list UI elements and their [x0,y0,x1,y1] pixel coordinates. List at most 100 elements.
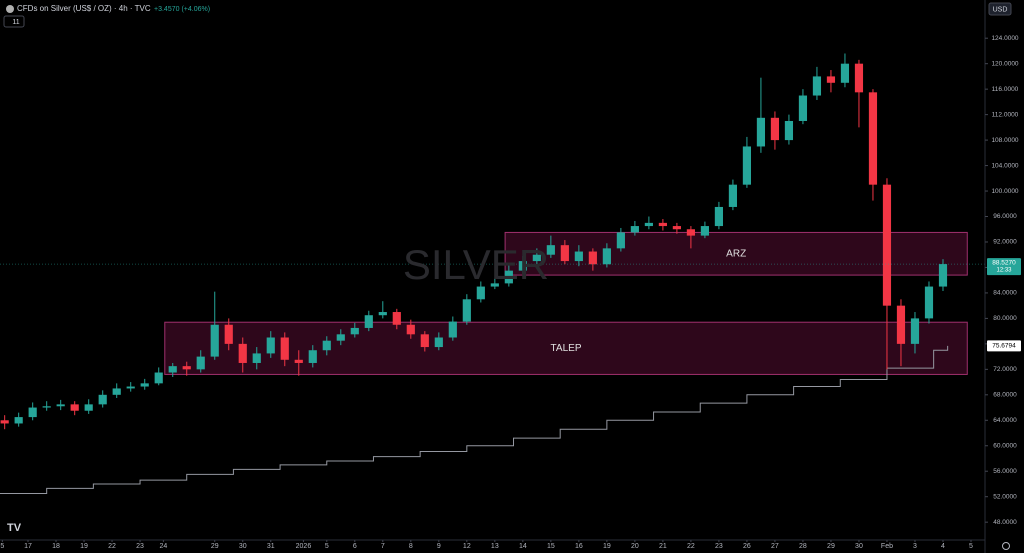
y-tick-label: 124.0000 [991,35,1018,42]
price-change: +3.4570 (+4.06%) [154,6,210,13]
x-tick-label: 23 [136,543,144,550]
y-tick-label: 100.0000 [991,188,1018,195]
x-tick-label: 13 [491,543,499,550]
candle-body [686,229,695,236]
candle-body [518,261,527,271]
candle-body [784,120,794,141]
candle-body [840,63,850,83]
x-tick-label: 31 [267,543,275,550]
candle-body [84,404,93,411]
last-price-box [987,258,1021,276]
candle-body [350,327,359,335]
chart-title: CFDs on Silver (US$ / OZ) · 4h · TVC [17,4,151,13]
settings-icon[interactable] [1002,542,1010,550]
x-tick-label: 3 [913,543,917,550]
x-tick-label: 30 [239,543,247,550]
x-tick-label: 23 [715,543,723,550]
y-tick-label: 56.0000 [993,468,1017,475]
indicator-count[interactable]: 11 [12,19,19,26]
x-tick-label: 5 [969,543,973,550]
x-tick-label: 9 [437,543,441,550]
candle-body [490,283,499,287]
y-tick-label: 96.0000 [993,213,1017,220]
x-tick-label: 26 [743,543,751,550]
candle-body [308,350,317,363]
candle-body [868,92,878,185]
indicator-toggle[interactable] [3,15,25,28]
x-tick-label: 27 [771,543,779,550]
candle-body [0,420,9,424]
zone-label: ARZ [726,248,746,259]
candle-body [294,359,303,363]
x-tick-label: 22 [687,543,695,550]
candle-body [476,286,485,300]
tv-logo[interactable]: TV [7,522,22,534]
candle-body [896,305,906,344]
candle-body [574,251,583,262]
candle-body [854,63,864,93]
candle-body [322,340,331,351]
candle-body [924,286,934,319]
countdown-label: 12:33 [996,268,1012,274]
x-tick-label: 17 [24,543,32,550]
y-tick-label: 80.0000 [993,315,1017,322]
candle-body [504,270,513,284]
candle-body [602,248,611,265]
candle-body [210,324,219,357]
x-tick-label: 22 [108,543,116,550]
x-tick-label: 5 [0,543,4,550]
y-tick-label: 60.0000 [993,442,1017,449]
x-tick-label: 21 [659,543,667,550]
candle-body [756,117,766,147]
currency-button[interactable] [988,2,1012,16]
candle-body [392,312,401,325]
x-tick-label: 19 [603,543,611,550]
candle-body [406,324,415,335]
ma-last-box [987,340,1021,352]
currency-label[interactable]: USD [993,6,1008,13]
x-tick-label: 29 [211,543,219,550]
symbol-icon [6,5,14,13]
candle-body [588,251,597,265]
x-tick-label: 7 [381,543,385,550]
candle-body [14,417,23,424]
x-tick-label: 4 [941,543,945,550]
y-tick-label: 68.0000 [993,392,1017,399]
x-tick-label: 24 [159,543,167,550]
candle-body [336,334,345,341]
x-tick-label: 28 [799,543,807,550]
candle-body [154,372,163,384]
candle-body [462,299,471,322]
candle-body [280,337,289,360]
candle-body [910,318,920,344]
candle-body [196,356,205,370]
candle-body [448,321,457,338]
candle-body [70,404,79,411]
watermark: SILVER [403,241,549,288]
plot-area: ARZ TALEP [0,53,985,495]
x-tick-label: 18 [52,543,60,550]
candle-body [770,117,780,141]
candle-body [616,232,625,249]
candle-body [672,226,681,230]
candle-body [532,254,541,262]
x-tick-label: 30 [855,543,863,550]
candle-body [238,343,247,363]
candle-body [182,366,191,370]
y-tick-label: 64.0000 [993,417,1017,424]
x-tick-label: 20 [631,543,639,550]
y-tick-label: 116.0000 [992,86,1019,93]
y-tick-label: 52.0000 [993,493,1017,500]
candle-body [728,184,737,207]
candle-body [938,264,948,287]
y-tick-label: 108.0000 [991,137,1018,144]
y-tick-label: 112.0000 [992,111,1019,118]
candle-body [658,222,667,227]
candle-body [882,184,892,306]
candle-body [742,146,752,185]
x-tick-label: 14 [519,543,527,550]
x-tick-label: 15 [547,543,555,550]
candle-body [826,76,836,83]
